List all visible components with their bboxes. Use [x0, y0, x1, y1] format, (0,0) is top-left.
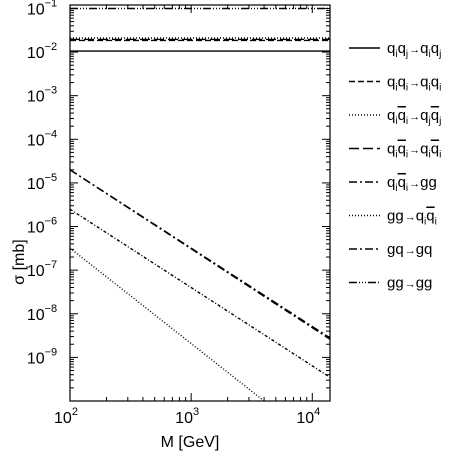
- parton-subscript: i: [406, 150, 408, 161]
- arrow-icon: →: [405, 212, 416, 224]
- parton: q: [431, 74, 439, 91]
- parton: q: [387, 141, 395, 158]
- parton: gg: [416, 275, 433, 292]
- parton: q: [426, 208, 434, 225]
- legend-label-0: qi​qj​→qi​qj​: [387, 40, 441, 60]
- parton-subscript: j: [438, 116, 441, 127]
- x-tick-label: 103: [175, 406, 199, 427]
- legend-label-6: gq→gq: [387, 241, 432, 258]
- arrow-icon: →: [409, 44, 420, 56]
- parton: q: [420, 141, 428, 158]
- parton-subscript: j: [428, 116, 431, 127]
- parton: q: [387, 107, 395, 124]
- parton: q: [398, 74, 406, 91]
- arrow-icon: →: [409, 178, 420, 190]
- legend-label-3: qi​qi​→qi​qi​: [387, 141, 441, 161]
- legend-label-1: qi​qi​→qi​qi​: [387, 74, 441, 94]
- parton-subscript: i: [406, 116, 408, 127]
- x-axis-ticks: 102 103 104: [54, 5, 320, 427]
- parton: gg: [420, 174, 437, 191]
- parton-subscript: i: [429, 83, 431, 94]
- legend: qi​qj​→qi​qj​qi​qi​→qi​qi​qi​qi​→qj​qj​q…: [349, 40, 441, 292]
- x-axis-label: M [GeV]: [161, 434, 220, 451]
- parton: q: [398, 174, 406, 191]
- parton: q: [420, 40, 428, 57]
- legend-label-4: qi​qi​→gg: [387, 174, 437, 194]
- parton-subscript: i: [395, 83, 397, 94]
- plot-frame: [69, 4, 331, 402]
- parton: q: [387, 40, 395, 57]
- arrow-icon: →: [405, 245, 416, 257]
- parton: q: [387, 74, 395, 91]
- plot-area: [69, 4, 331, 402]
- series-line-5: [69, 247, 265, 402]
- arrow-icon: →: [405, 279, 416, 291]
- arrow-icon: →: [409, 78, 420, 90]
- parton: q: [398, 107, 406, 124]
- legend-label-7: gg→gg: [387, 275, 432, 292]
- x-tick-label: 102: [54, 406, 78, 427]
- y-axis-label: σ [mb]: [11, 239, 28, 284]
- parton: q: [398, 40, 406, 57]
- y-tick-label: 10−7: [27, 259, 57, 280]
- y-tick-label: 10−9: [27, 346, 57, 367]
- parton: gq: [387, 241, 404, 258]
- y-tick-label: 10−1: [27, 0, 57, 18]
- arrow-icon: →: [409, 145, 420, 157]
- y-axis-ticks: 10−9 10−8 10−7 10−6 10−5 10−4 10−3 10−2 10−1: [27, 0, 330, 402]
- parton-subscript: i: [439, 150, 441, 161]
- parton: q: [420, 107, 428, 124]
- parton: q: [431, 40, 439, 57]
- parton-subscript: i: [406, 183, 408, 194]
- y-tick-label: 10−8: [27, 303, 57, 324]
- x-tick-label: 104: [296, 406, 320, 427]
- y-tick-label: 10−3: [27, 85, 57, 106]
- legend-label-5: gg→qi​qi​: [387, 208, 437, 228]
- parton-subscript: i: [395, 116, 397, 127]
- parton: gg: [387, 275, 404, 292]
- parton-subscript: j: [438, 49, 441, 60]
- parton-subscript: i: [395, 183, 397, 194]
- y-tick-label: 10−4: [27, 128, 57, 149]
- parton: q: [398, 141, 406, 158]
- extra-curve-0: [69, 208, 331, 378]
- parton-subscript: i: [429, 49, 431, 60]
- parton: q: [431, 107, 439, 124]
- parton: q: [387, 174, 395, 191]
- parton: q: [420, 74, 428, 91]
- parton-subscript: i: [395, 49, 397, 60]
- parton-subscript: i: [429, 150, 431, 161]
- parton-subscript: i: [395, 150, 397, 161]
- series-line-6: [69, 169, 331, 339]
- parton: gg: [387, 208, 404, 225]
- curves: [69, 7, 331, 402]
- parton: q: [416, 208, 424, 225]
- arrow-icon: →: [409, 111, 420, 123]
- parton-subscript: j: [405, 49, 408, 60]
- y-tick-label: 10−6: [27, 216, 57, 237]
- legend-label-2: qi​qi​→qj​qj​: [387, 107, 441, 127]
- parton-subscript: i: [439, 83, 441, 94]
- parton-subscript: i: [406, 83, 408, 94]
- parton-subscript: i: [424, 217, 426, 228]
- parton: gq: [416, 241, 433, 258]
- parton-subscript: i: [435, 217, 437, 228]
- y-tick-label: 10−5: [27, 172, 57, 193]
- y-tick-label: 10−2: [27, 41, 57, 62]
- parton: q: [431, 141, 439, 158]
